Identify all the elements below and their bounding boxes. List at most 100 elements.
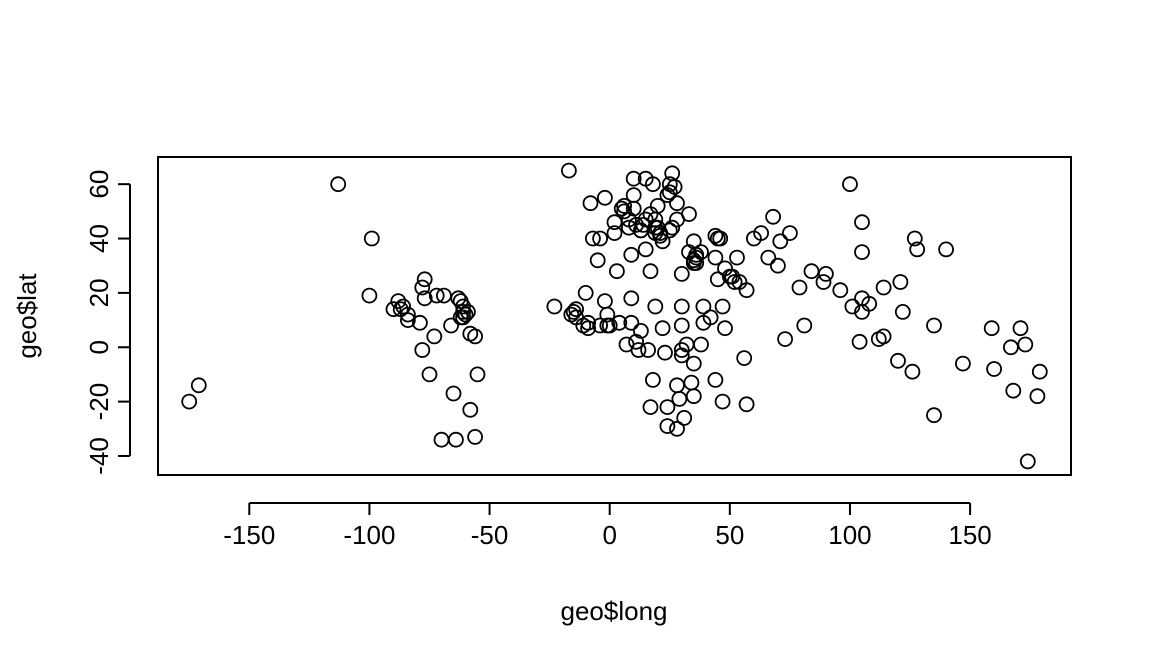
data-point xyxy=(450,290,467,307)
data-point xyxy=(647,298,664,315)
data-point xyxy=(630,342,647,358)
x-axis: -150 -100 -50 0 50 100 150 xyxy=(223,502,992,550)
data-point xyxy=(673,265,690,282)
data-point xyxy=(395,298,412,315)
data-point xyxy=(601,317,618,334)
data-point xyxy=(606,225,623,242)
data-point xyxy=(1017,336,1034,353)
data-point xyxy=(683,374,700,391)
data-point xyxy=(890,352,906,369)
data-point xyxy=(782,225,798,242)
data-point xyxy=(385,301,402,318)
data-point xyxy=(1003,339,1019,356)
data-point xyxy=(736,350,753,367)
data-point xyxy=(416,271,433,288)
data-point xyxy=(875,279,892,296)
data-point xyxy=(894,303,911,320)
data-point xyxy=(428,287,445,304)
data-point xyxy=(714,298,731,315)
data-point xyxy=(445,385,462,402)
data-point xyxy=(738,282,755,299)
data-point xyxy=(609,263,625,280)
data-point xyxy=(986,361,1002,377)
data-point xyxy=(582,195,599,212)
y-tick-label: -20 xyxy=(84,383,114,421)
y-tick-label: 20 xyxy=(84,278,114,307)
x-tick-label: 0 xyxy=(602,520,616,550)
data-point xyxy=(909,241,926,258)
data-point xyxy=(842,176,858,193)
data-point xyxy=(190,377,207,394)
data-point xyxy=(580,320,596,337)
data-point xyxy=(597,293,613,310)
data-point xyxy=(1019,453,1036,470)
data-point xyxy=(673,317,690,334)
data-point xyxy=(399,312,416,329)
data-point xyxy=(181,393,198,410)
data-point xyxy=(983,320,1000,337)
data-point xyxy=(707,249,724,266)
data-point xyxy=(685,355,702,372)
data-point xyxy=(568,301,584,318)
data-point xyxy=(414,342,431,358)
data-point xyxy=(611,314,628,331)
data-point xyxy=(803,263,820,280)
data-point xyxy=(330,176,347,193)
data-point xyxy=(625,200,642,217)
data-point xyxy=(693,244,709,261)
data-point xyxy=(673,298,690,315)
data-point xyxy=(669,377,685,394)
data-point xyxy=(832,282,849,299)
data-point xyxy=(645,371,661,388)
data-point xyxy=(411,314,428,331)
data-point xyxy=(623,314,640,331)
data-point xyxy=(546,298,563,315)
data-point xyxy=(938,241,954,258)
data-point xyxy=(659,399,676,416)
y-axis-label: geo$lat xyxy=(12,273,42,359)
data-point xyxy=(637,211,654,228)
data-point xyxy=(592,317,608,334)
data-point xyxy=(712,230,729,247)
data-point xyxy=(642,263,659,280)
data-point xyxy=(815,274,832,290)
data-point xyxy=(363,230,380,247)
y-axis: -40 -20 0 20 40 60 xyxy=(84,170,131,475)
data-point xyxy=(955,355,971,372)
data-point xyxy=(416,290,433,307)
data-point xyxy=(645,176,661,193)
data-point xyxy=(589,252,606,269)
data-points xyxy=(181,162,1048,470)
data-point xyxy=(580,314,596,331)
data-point xyxy=(693,336,709,353)
data-point xyxy=(729,249,745,266)
data-point xyxy=(657,344,673,361)
data-point xyxy=(685,388,702,405)
data-point xyxy=(702,309,719,326)
x-tick-label: -150 xyxy=(223,520,275,550)
data-point xyxy=(577,284,594,301)
data-point xyxy=(599,306,616,323)
data-point xyxy=(455,309,472,326)
data-point xyxy=(628,216,644,233)
data-point xyxy=(661,184,678,201)
data-point xyxy=(669,420,685,437)
data-point xyxy=(796,317,813,334)
data-point xyxy=(1029,388,1046,405)
data-point xyxy=(671,390,688,407)
y-tick-label: -40 xyxy=(84,437,114,475)
data-point xyxy=(854,214,870,231)
data-point xyxy=(621,219,637,236)
data-point xyxy=(753,225,769,242)
data-point xyxy=(695,298,712,315)
data-point xyxy=(469,366,486,383)
data-point xyxy=(457,306,474,323)
data-point xyxy=(770,257,786,274)
data-point xyxy=(765,208,781,225)
data-point xyxy=(661,222,678,239)
data-point xyxy=(926,407,942,424)
x-tick-label: -50 xyxy=(471,520,509,550)
data-point xyxy=(777,331,793,348)
data-point xyxy=(455,298,472,315)
data-point xyxy=(467,428,484,445)
